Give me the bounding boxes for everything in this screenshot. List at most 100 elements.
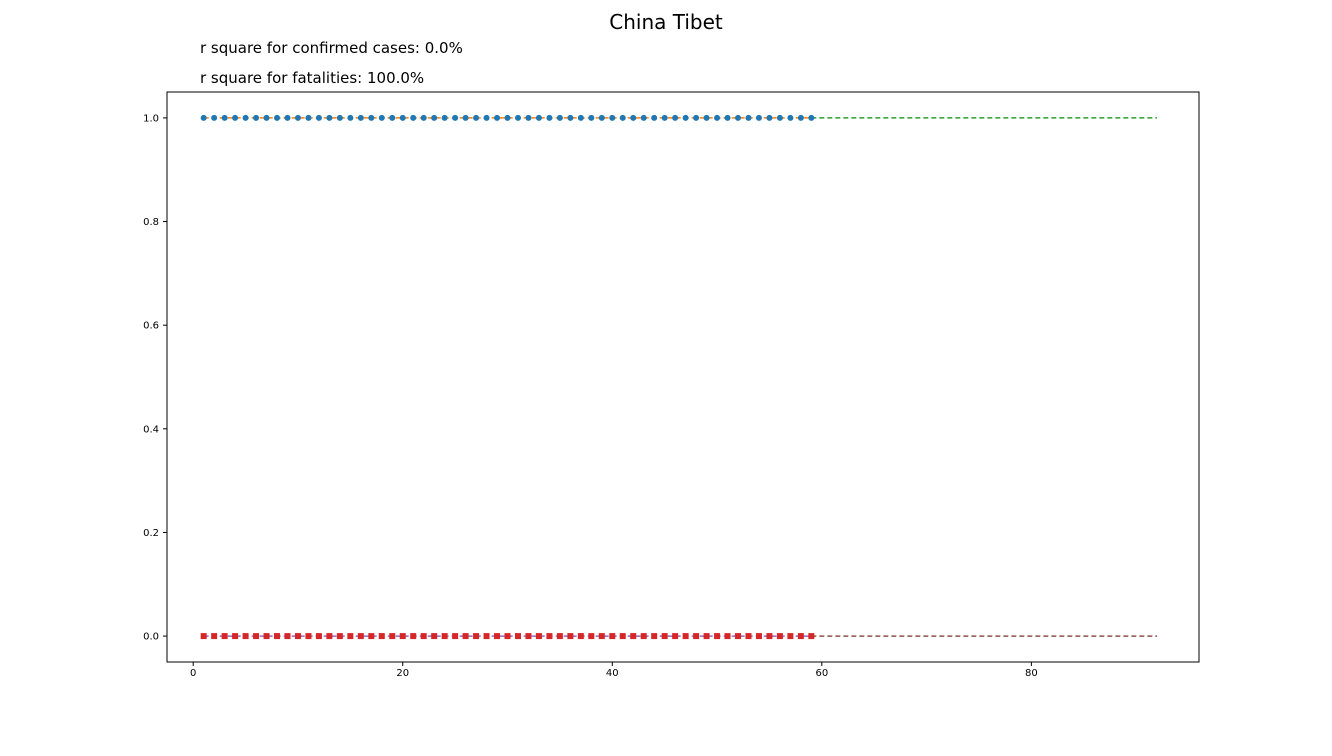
- data-point: [462, 633, 469, 640]
- y-tick-label: 0.0: [143, 632, 159, 643]
- data-point: [211, 114, 218, 121]
- data-point: [431, 633, 438, 640]
- data-point: [221, 633, 228, 640]
- data-point: [525, 114, 532, 121]
- data-point: [378, 114, 385, 121]
- data-point: [452, 633, 459, 640]
- plot-area-frame: [166, 91, 1200, 663]
- data-point: [640, 114, 647, 121]
- data-point: [766, 114, 773, 121]
- data-point: [567, 633, 574, 640]
- data-point: [336, 114, 343, 121]
- data-point: [494, 114, 501, 121]
- data-point: [410, 114, 417, 121]
- data-point: [619, 633, 626, 640]
- data-point: [357, 114, 364, 121]
- data-point: [368, 114, 375, 121]
- data-point: [735, 114, 742, 121]
- data-point: [336, 633, 343, 640]
- chart-title: China Tibet: [609, 10, 723, 34]
- data-point: [682, 633, 689, 640]
- data-point: [672, 633, 679, 640]
- y-tick-label: 0.4: [143, 424, 159, 435]
- data-point: [315, 114, 322, 121]
- y-tick-label: 1.0: [143, 113, 159, 124]
- data-point: [483, 633, 490, 640]
- x-tick-label: 0: [190, 668, 196, 679]
- data-point: [305, 633, 312, 640]
- data-point: [598, 633, 605, 640]
- data-point: [609, 633, 616, 640]
- data-point: [661, 633, 668, 640]
- data-point: [305, 114, 312, 121]
- data-point: [452, 114, 459, 121]
- data-point: [535, 633, 542, 640]
- x-axis: 0 20 40 60 80: [190, 662, 1038, 679]
- data-point: [294, 114, 301, 121]
- data-point: [221, 114, 228, 121]
- data-point: [577, 114, 584, 121]
- data-point: [546, 633, 553, 640]
- data-point: [724, 633, 731, 640]
- data-point: [504, 114, 511, 121]
- data-point: [399, 114, 406, 121]
- data-point: [640, 633, 647, 640]
- data-point: [787, 114, 794, 121]
- data-point: [410, 633, 417, 640]
- data-point: [253, 114, 260, 121]
- series-layer: [200, 114, 1158, 640]
- data-point: [525, 633, 532, 640]
- data-point: [473, 114, 480, 121]
- data-point: [263, 114, 270, 121]
- data-point: [441, 633, 448, 640]
- data-point: [431, 114, 438, 121]
- data-point: [315, 633, 322, 640]
- data-point: [294, 633, 301, 640]
- data-point: [326, 633, 333, 640]
- data-point: [797, 114, 804, 121]
- data-point: [682, 114, 689, 121]
- data-point: [724, 114, 731, 121]
- data-point: [274, 633, 281, 640]
- data-point: [326, 114, 333, 121]
- data-point: [242, 633, 249, 640]
- x-tick-label: 20: [396, 668, 409, 679]
- data-point: [672, 114, 679, 121]
- data-point: [808, 114, 815, 121]
- data-point: [630, 633, 637, 640]
- data-point: [232, 633, 239, 640]
- x-tick-label: 40: [606, 668, 619, 679]
- data-point: [609, 114, 616, 121]
- data-point: [766, 633, 773, 640]
- data-point: [661, 114, 668, 121]
- data-point: [546, 114, 553, 121]
- data-point: [504, 633, 511, 640]
- data-point: [703, 114, 710, 121]
- data-point: [211, 633, 218, 640]
- data-point: [399, 633, 406, 640]
- r-square-fatalities-annotation: r square for fatalities: 100.0%: [200, 69, 425, 87]
- data-point: [651, 633, 658, 640]
- y-tick-label: 0.8: [143, 217, 159, 228]
- data-point: [284, 633, 291, 640]
- data-point: [745, 633, 752, 640]
- data-point: [588, 633, 595, 640]
- data-point: [514, 114, 521, 121]
- data-point: [776, 114, 783, 121]
- data-point: [378, 633, 385, 640]
- x-tick-label: 80: [1025, 668, 1038, 679]
- data-point: [389, 633, 396, 640]
- data-point: [462, 114, 469, 121]
- data-point: [755, 633, 762, 640]
- data-point: [389, 114, 396, 121]
- data-point: [483, 114, 490, 121]
- data-point: [787, 633, 794, 640]
- data-point: [567, 114, 574, 121]
- data-point: [714, 114, 721, 121]
- data-point: [200, 114, 207, 121]
- data-point: [347, 633, 354, 640]
- data-point: [347, 114, 354, 121]
- data-point: [473, 633, 480, 640]
- data-point: [494, 633, 501, 640]
